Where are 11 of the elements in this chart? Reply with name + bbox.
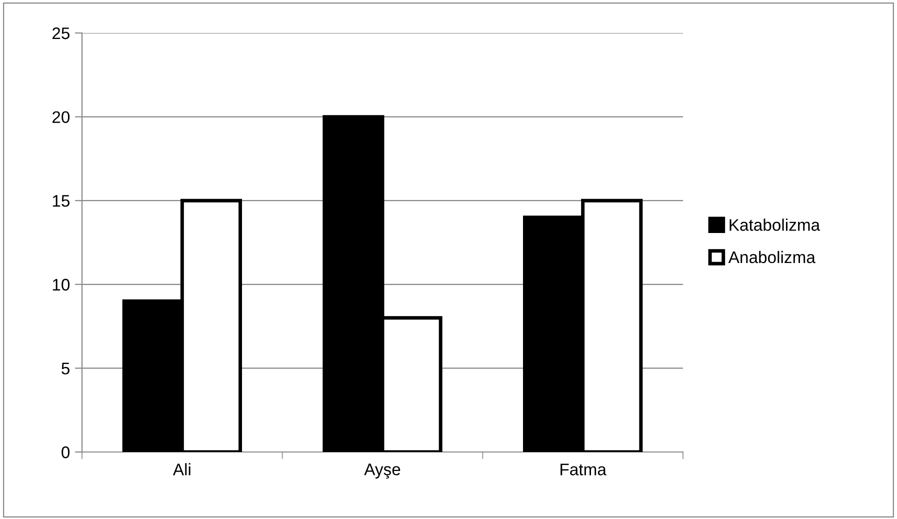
- legend-label: Anabolizma: [728, 250, 816, 264]
- y-tick-label: 10: [52, 278, 70, 291]
- x-tick-label: Fatma: [560, 464, 606, 476]
- y-tick-label: 25: [52, 27, 70, 40]
- y-tick-label: 15: [52, 195, 70, 207]
- x-tick-label: Ali: [172, 463, 190, 476]
- legend-label: Katabolizma: [730, 218, 820, 231]
- y-tick-label: 20: [52, 111, 70, 124]
- y-tick-label: 5: [62, 362, 70, 374]
- y-tick-label: 0: [62, 446, 70, 458]
- x-tick-label: Ayşe: [364, 464, 400, 479]
